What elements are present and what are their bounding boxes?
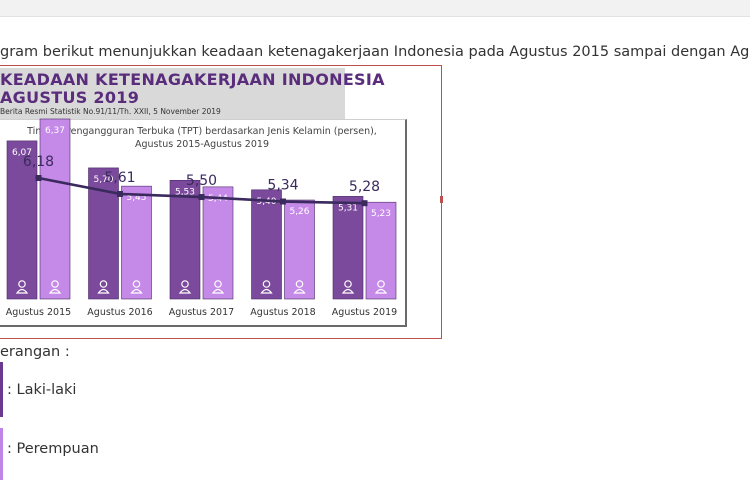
male-bar-label: 5,70	[93, 175, 113, 185]
male-person-icon	[99, 280, 108, 288]
female-person-body-icon	[130, 288, 143, 294]
total-point	[198, 194, 205, 201]
male-bar	[6, 140, 38, 300]
male-person-body-icon	[178, 288, 192, 294]
female-bar-label: 5,23	[371, 209, 391, 219]
female-bar	[365, 201, 397, 300]
infographic-source: Berita Resmi Statistik No.91/11/Th. XXII…	[0, 107, 221, 116]
male-bar-label: 6,07	[12, 148, 32, 158]
female-bar-label: 5,45	[126, 193, 146, 203]
male-person-icon	[18, 280, 26, 288]
female-bar	[284, 199, 315, 300]
female-person-icon	[132, 280, 141, 288]
infographic-heading-line2: AGUSTUS 2019	[0, 88, 140, 107]
x-tick-label: Agustus 2015	[6, 307, 71, 318]
female-person-body-icon	[374, 288, 388, 294]
male-person-body-icon	[260, 288, 273, 294]
tpt-chart: 6,07 6,37 Agustus 2015 5,70 5,45 Agustus 2016…	[6, 118, 397, 318]
male-person-body-icon	[15, 288, 29, 294]
total-value-label: 5,28	[349, 179, 380, 195]
female-bar-label: 5,26	[289, 207, 309, 217]
border-tick	[440, 196, 443, 203]
total-point	[280, 198, 286, 205]
legend-label-female: : Perempuan	[7, 441, 99, 457]
intro-text: gram berikut menunjukkan keadaan ketenag…	[0, 44, 750, 60]
female-person-body-icon	[293, 288, 306, 294]
x-tick-label: Agustus 2016	[87, 307, 152, 318]
heading-band	[0, 68, 345, 120]
male-person-icon	[181, 280, 189, 288]
x-tick-label: Agustus 2019	[332, 307, 397, 318]
female-bar	[39, 118, 71, 300]
male-bar-label: 5,53	[175, 187, 195, 197]
total-value-label: 5,34	[267, 178, 298, 194]
total-point	[361, 200, 368, 207]
total-value-label: 5,50	[186, 173, 217, 189]
female-person-icon	[214, 280, 222, 288]
chart-subtitle: Agustus 2015-Agustus 2019	[134, 139, 269, 150]
male-bar	[332, 196, 364, 300]
male-person-icon	[262, 280, 271, 288]
male-person-body-icon	[97, 288, 110, 294]
total-point	[117, 190, 123, 197]
male-bar-label: 5,31	[338, 203, 358, 213]
female-person-icon	[377, 280, 385, 288]
total-value-label: 5,61	[104, 170, 135, 186]
legend-label-male: : Laki-laki	[7, 382, 77, 398]
legend-title: erangan :	[0, 344, 70, 360]
male-bar	[169, 180, 201, 300]
infographic-heading-line1: KEADAAN KETENAGAKERJAAN INDONESIA	[0, 70, 385, 89]
female-person-icon	[51, 280, 59, 288]
x-tick-label: Agustus 2018	[250, 307, 315, 318]
infographic-box: KEADAAN KETENAGAKERJAAN INDONESIA AGUSTU…	[0, 65, 442, 339]
total-point	[35, 175, 42, 181]
legend-swatch-female	[0, 428, 3, 480]
total-value-label: 6,18	[23, 154, 54, 170]
female-bar	[121, 185, 152, 300]
legend-swatch-male	[0, 362, 3, 417]
x-tick-label: Agustus 2017	[169, 307, 234, 318]
female-person-body-icon	[211, 288, 225, 294]
female-person-icon	[295, 280, 304, 288]
chart-title: Tingkat Pengangguran Terbuka (TPT) berda…	[27, 126, 377, 137]
female-person-body-icon	[48, 288, 62, 294]
top-bar	[0, 0, 750, 17]
male-person-body-icon	[341, 288, 355, 294]
female-bar-label: 6,37	[45, 126, 65, 136]
male-person-icon	[344, 280, 352, 288]
